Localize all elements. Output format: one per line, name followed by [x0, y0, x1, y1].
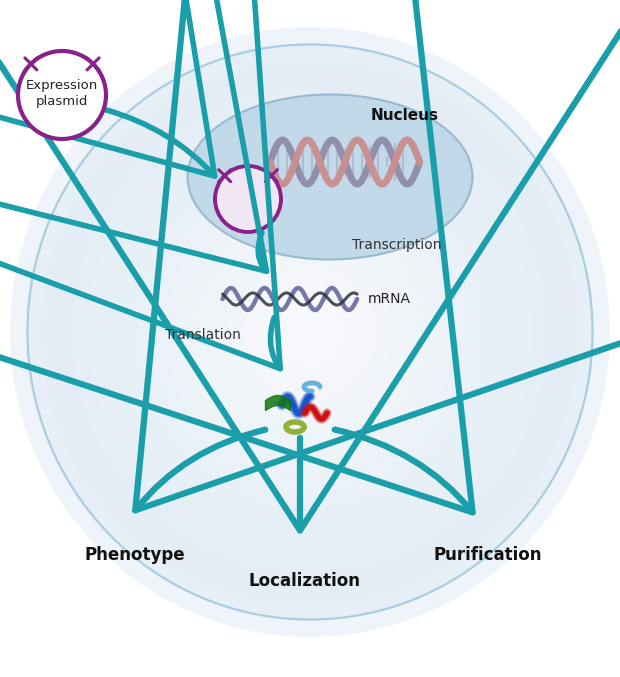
Text: Localization: Localization: [249, 572, 361, 590]
Ellipse shape: [135, 154, 485, 510]
Ellipse shape: [181, 201, 439, 463]
FancyArrowPatch shape: [0, 0, 472, 512]
Ellipse shape: [259, 280, 361, 384]
Text: mRNA: mRNA: [368, 292, 411, 306]
Ellipse shape: [150, 169, 470, 494]
FancyArrowPatch shape: [0, 0, 280, 369]
Ellipse shape: [197, 217, 423, 447]
Ellipse shape: [212, 233, 408, 431]
Circle shape: [18, 51, 106, 139]
Ellipse shape: [56, 74, 564, 590]
Text: Nucleus: Nucleus: [371, 108, 439, 123]
Text: Expression: Expression: [26, 79, 98, 91]
Ellipse shape: [187, 95, 472, 259]
FancyArrowPatch shape: [0, 0, 267, 271]
Text: Transcription: Transcription: [352, 238, 441, 252]
Ellipse shape: [228, 248, 392, 415]
FancyArrowPatch shape: [0, 0, 215, 176]
Ellipse shape: [166, 185, 454, 479]
Ellipse shape: [119, 138, 501, 526]
Ellipse shape: [72, 90, 548, 573]
Ellipse shape: [41, 59, 579, 605]
Ellipse shape: [275, 296, 345, 368]
Text: Translation: Translation: [165, 328, 241, 342]
Text: Purification: Purification: [434, 546, 542, 564]
Text: Phenotype: Phenotype: [85, 546, 185, 564]
Ellipse shape: [88, 106, 532, 558]
Circle shape: [215, 166, 281, 232]
FancyArrowPatch shape: [135, 0, 620, 510]
Ellipse shape: [104, 122, 516, 542]
Ellipse shape: [25, 43, 595, 621]
Ellipse shape: [10, 27, 610, 637]
Ellipse shape: [243, 265, 377, 399]
FancyArrowPatch shape: [0, 0, 620, 531]
Text: plasmid: plasmid: [36, 95, 88, 108]
